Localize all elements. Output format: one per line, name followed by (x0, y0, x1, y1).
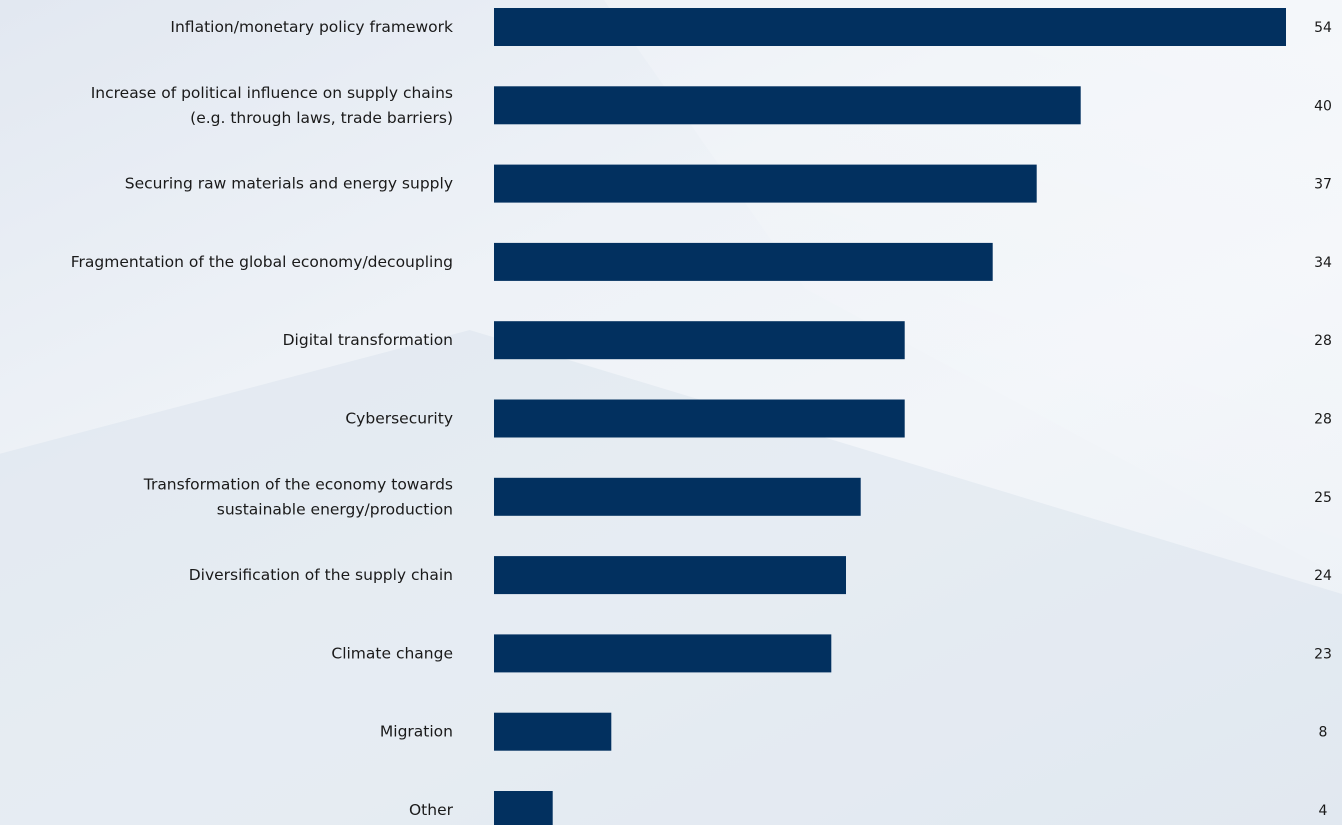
category-label-9-line-0: Migration (380, 723, 453, 741)
value-label-3: 34 (1314, 255, 1332, 271)
bar-1 (494, 86, 1081, 125)
value-label-1: 40 (1314, 98, 1332, 114)
bar-7 (494, 556, 846, 595)
value-label-4: 28 (1314, 333, 1332, 349)
category-label-8-line-0: Climate change (331, 644, 453, 662)
bar-3 (494, 242, 993, 281)
category-label-1-line-1: (e.g. through laws, trade barriers) (190, 109, 453, 127)
value-label-8: 23 (1314, 646, 1332, 662)
bar-9 (494, 712, 612, 751)
value-label-9: 8 (1319, 725, 1328, 741)
value-label-7: 24 (1314, 568, 1332, 584)
category-label-7-line-0: Diversification of the supply chain (189, 566, 453, 584)
category-label-10-line-0: Other (409, 801, 454, 819)
category-label-6-line-1: sustainable energy/production (217, 500, 453, 518)
category-label-2-line-0: Securing raw materials and energy supply (125, 175, 453, 193)
category-label-5-line-0: Cybersecurity (345, 410, 453, 428)
value-label-2: 37 (1314, 177, 1332, 193)
bar-0 (494, 8, 1286, 46)
value-label-0: 54 (1314, 20, 1332, 36)
bar-6 (494, 477, 861, 516)
category-label-1-line-0: Increase of political influence on suppl… (91, 84, 453, 102)
value-labels-group: 54 40 37 34 28 28 25 24 23 8 4 (1314, 20, 1332, 819)
bar-4 (494, 321, 905, 360)
category-label-4-line-0: Digital transformation (283, 331, 453, 349)
value-label-5: 28 (1314, 412, 1332, 428)
category-label-0-line-0: Inflation/monetary policy framework (170, 18, 453, 36)
category-labels-group: Inflation/monetary policy framework Incre… (71, 18, 454, 819)
category-label-3-line-0: Fragmentation of the global economy/deco… (71, 253, 453, 271)
bar-5 (494, 399, 905, 438)
value-label-6: 25 (1314, 490, 1332, 506)
bars-group (494, 8, 1286, 825)
bar-8 (494, 634, 832, 673)
value-label-10: 4 (1319, 803, 1328, 819)
bar-10 (494, 791, 553, 825)
category-label-6-line-0: Transformation of the economy towards (143, 475, 453, 493)
bar-2 (494, 164, 1037, 203)
